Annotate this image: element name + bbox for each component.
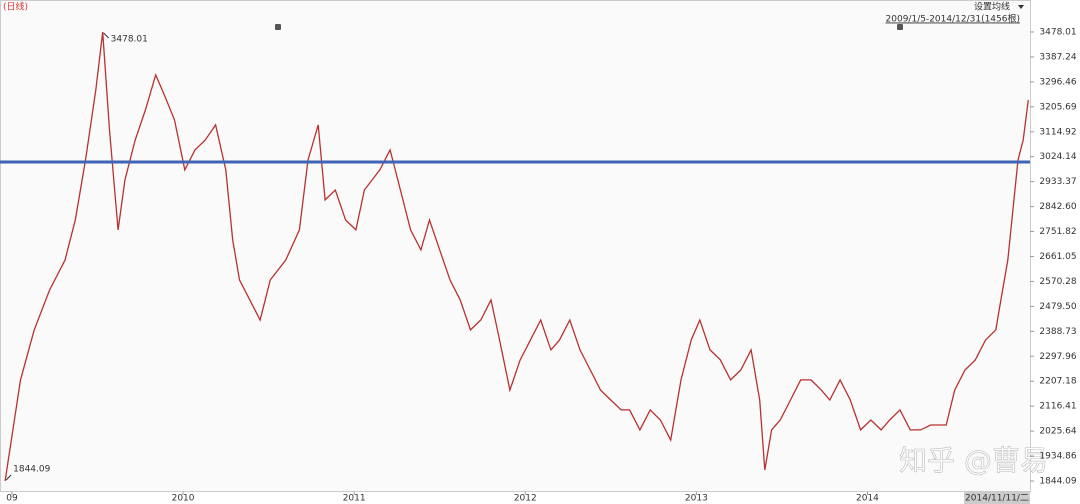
y-tick-label: 2025.64 — [1039, 427, 1076, 437]
y-tick-label: 2842.60 — [1039, 202, 1076, 212]
marker — [897, 24, 903, 30]
cursor-label: 2014/11/11/二 — [965, 494, 1029, 504]
y-tick-label: 3024.14 — [1039, 152, 1076, 162]
ma-menu[interactable]: 设置均线 — [974, 1, 1010, 13]
x-tick-label: 09 — [6, 494, 18, 504]
y-tick-label: 3296.46 — [1039, 77, 1076, 87]
y-tick-label: 2570.28 — [1039, 277, 1076, 287]
max-pointer — [103, 32, 110, 39]
plot-area — [0, 0, 1031, 492]
max-label: 3478.01 — [111, 34, 148, 44]
y-tick-label: 2207.18 — [1039, 377, 1076, 387]
y-tick-label: 2479.50 — [1039, 302, 1076, 312]
period-label: (日线) — [3, 1, 28, 13]
y-tick-label: 1934.86 — [1039, 452, 1076, 462]
x-tick-label: 2012 — [514, 494, 537, 504]
y-tick-label: 2751.82 — [1039, 227, 1076, 237]
y-tick-label: 3387.24 — [1039, 52, 1076, 62]
x-tick-label: 2010 — [172, 494, 195, 504]
y-tick-label: 2661.05 — [1039, 252, 1076, 262]
min-pointer — [5, 474, 12, 481]
menu-arrow[interactable] — [1018, 5, 1024, 9]
y-tick-label: 3114.92 — [1039, 127, 1076, 137]
marker — [275, 24, 281, 30]
watermark: 知乎 @曹易 — [899, 444, 1048, 477]
y-tick-label: 2933.37 — [1039, 177, 1076, 187]
x-tick-label: 2013 — [685, 494, 708, 504]
y-tick-label: 2297.96 — [1039, 352, 1076, 362]
x-tick-label: 2011 — [343, 494, 366, 504]
y-tick-label: 3205.69 — [1039, 102, 1076, 112]
y-tick-label: 3478.01 — [1039, 27, 1076, 37]
cursor-box — [964, 492, 1030, 504]
x-tick-label: 2014 — [856, 494, 879, 504]
min-label: 1844.09 — [13, 465, 50, 475]
y-tick-label: 1844.09 — [1039, 477, 1076, 487]
range-label: 2009/1/5-2014/12/31(1456根) — [886, 13, 1020, 25]
y-tick-label: 2388.73 — [1039, 327, 1076, 337]
y-tick-label: 2116.41 — [1039, 402, 1076, 412]
